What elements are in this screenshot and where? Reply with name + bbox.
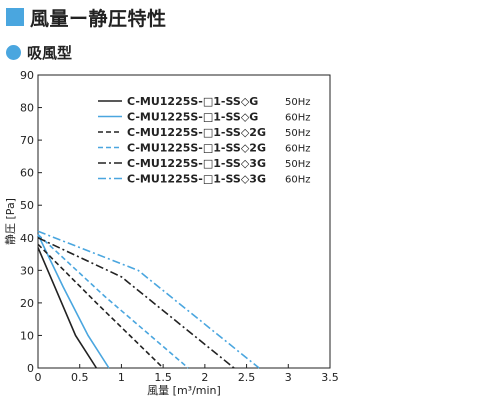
x-tick-label: 3 [285, 371, 292, 384]
legend-speed-2: 60Hz [285, 113, 311, 124]
x-tick-label: 2 [201, 371, 208, 384]
series-line-6 [38, 231, 259, 368]
y-tick-label: 30 [20, 264, 34, 277]
legend-label-4: C-MU1225S-□1-SS◇2G [127, 142, 266, 155]
series-line-3 [38, 244, 163, 368]
x-tick-label: 0.5 [71, 371, 89, 384]
series-line-5 [38, 238, 234, 368]
y-tick-label: 50 [20, 199, 34, 212]
legend-label-2: C-MU1225S-□1-SS◇G [127, 111, 258, 124]
y-tick-label: 70 [20, 134, 34, 147]
legend-speed-5: 50Hz [285, 159, 311, 170]
y-tick-label: 20 [20, 297, 34, 310]
legend-label-6: C-MU1225S-□1-SS◇3G [127, 173, 266, 186]
y-tick-label: 90 [20, 69, 34, 82]
x-tick-label: 2.5 [238, 371, 256, 384]
y-tick-label: 0 [27, 362, 34, 375]
x-tick-label: 1 [118, 371, 125, 384]
legend-label-5: C-MU1225S-□1-SS◇3G [127, 157, 266, 170]
legend-label-1: C-MU1225S-□1-SS◇G [127, 95, 258, 108]
y-tick-label: 10 [20, 329, 34, 342]
x-tick-label: 1.5 [154, 371, 172, 384]
x-tick-label: 0 [35, 371, 42, 384]
legend-speed-3: 50Hz [285, 128, 311, 139]
x-tick-label: 3.5 [321, 371, 339, 384]
y-tick-label: 80 [20, 102, 34, 115]
y-axis-title: 静圧 [Pa] [3, 198, 17, 245]
series-line-1 [38, 248, 96, 368]
y-tick-label: 40 [20, 232, 34, 245]
legend-speed-4: 60Hz [285, 144, 311, 155]
y-tick-label: 60 [20, 167, 34, 180]
legend-label-3: C-MU1225S-□1-SS◇2G [127, 126, 266, 139]
legend-speed-6: 60Hz [285, 175, 311, 186]
legend-speed-1: 50Hz [285, 97, 311, 108]
x-axis-title: 風量 [m³/min] [147, 384, 221, 397]
